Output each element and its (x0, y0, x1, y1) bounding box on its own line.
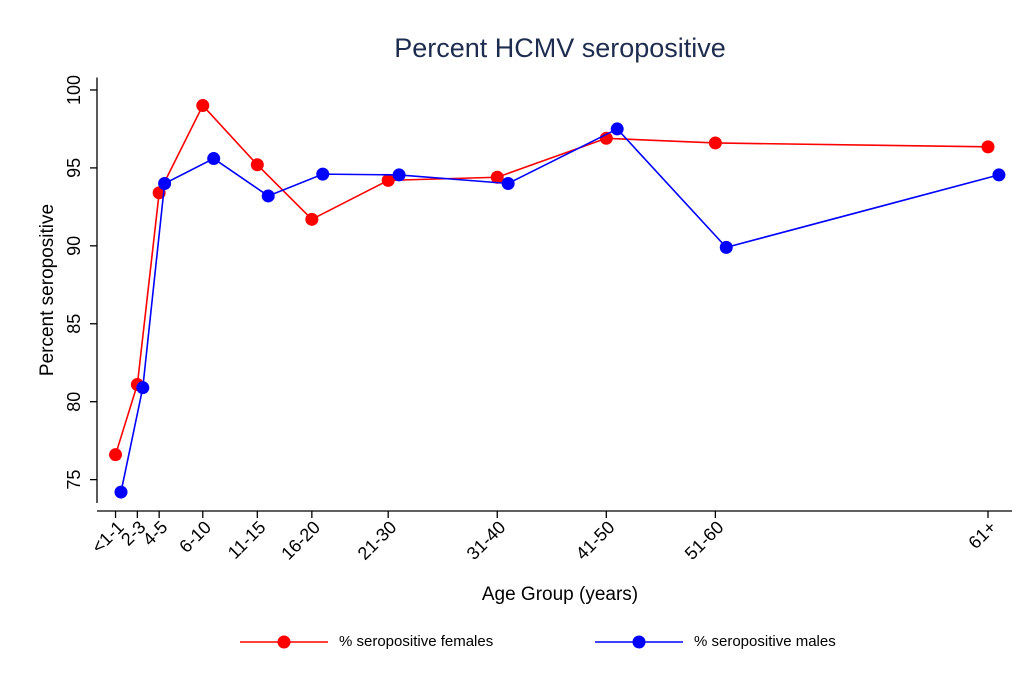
y-tick-label: 90 (64, 236, 84, 256)
legend-label: % seropositive females (339, 633, 493, 650)
y-tick-label: 100 (64, 75, 84, 105)
x-tick-label: 51-60 (681, 517, 728, 564)
legend-marker (632, 635, 646, 649)
y-axis-label: Percent seropositive (37, 204, 58, 376)
data-point (109, 448, 123, 462)
data-point (599, 131, 613, 145)
legend-item: % seropositive males (595, 633, 836, 650)
x-tick-label: 61+ (964, 517, 1000, 553)
chart-title: Percent HCMV seropositive (394, 33, 726, 63)
data-point (114, 485, 128, 499)
legend-marker (277, 635, 291, 649)
data-point (316, 167, 330, 181)
x-tick-label: 31-40 (463, 517, 510, 564)
x-axis-label: Age Group (years) (482, 584, 638, 605)
y-tick-label: 80 (64, 392, 84, 412)
data-point (261, 189, 275, 203)
series-line (114, 104, 989, 455)
data-point (196, 99, 210, 113)
data-point (719, 240, 733, 254)
data-point (207, 152, 221, 166)
data-point (981, 140, 995, 154)
data-point (501, 176, 515, 190)
data-point (250, 158, 264, 172)
y-tick-label: 75 (64, 470, 84, 490)
data-point (305, 212, 319, 226)
x-tick-label: 4-5 (139, 517, 172, 550)
x-tick-label: 41-50 (572, 517, 619, 564)
data-point (158, 176, 172, 190)
data-point (392, 168, 406, 182)
y-tick-label: 85 (64, 314, 84, 334)
data-point (490, 170, 504, 184)
series-line (120, 127, 1000, 493)
data-point (381, 173, 395, 187)
x-tick-label: 11-15 (224, 517, 270, 563)
legend-label: % seropositive males (694, 633, 836, 650)
y-tick-label: 95 (64, 158, 84, 178)
legend-item: % seropositive females (240, 633, 493, 650)
data-point (610, 122, 624, 136)
data-point (708, 136, 722, 150)
x-tick-label: 21-30 (354, 517, 401, 564)
x-tick-label: 16-20 (277, 517, 324, 564)
data-point (136, 381, 150, 395)
data-point (992, 168, 1006, 182)
x-tick-label: 6-10 (175, 517, 215, 557)
